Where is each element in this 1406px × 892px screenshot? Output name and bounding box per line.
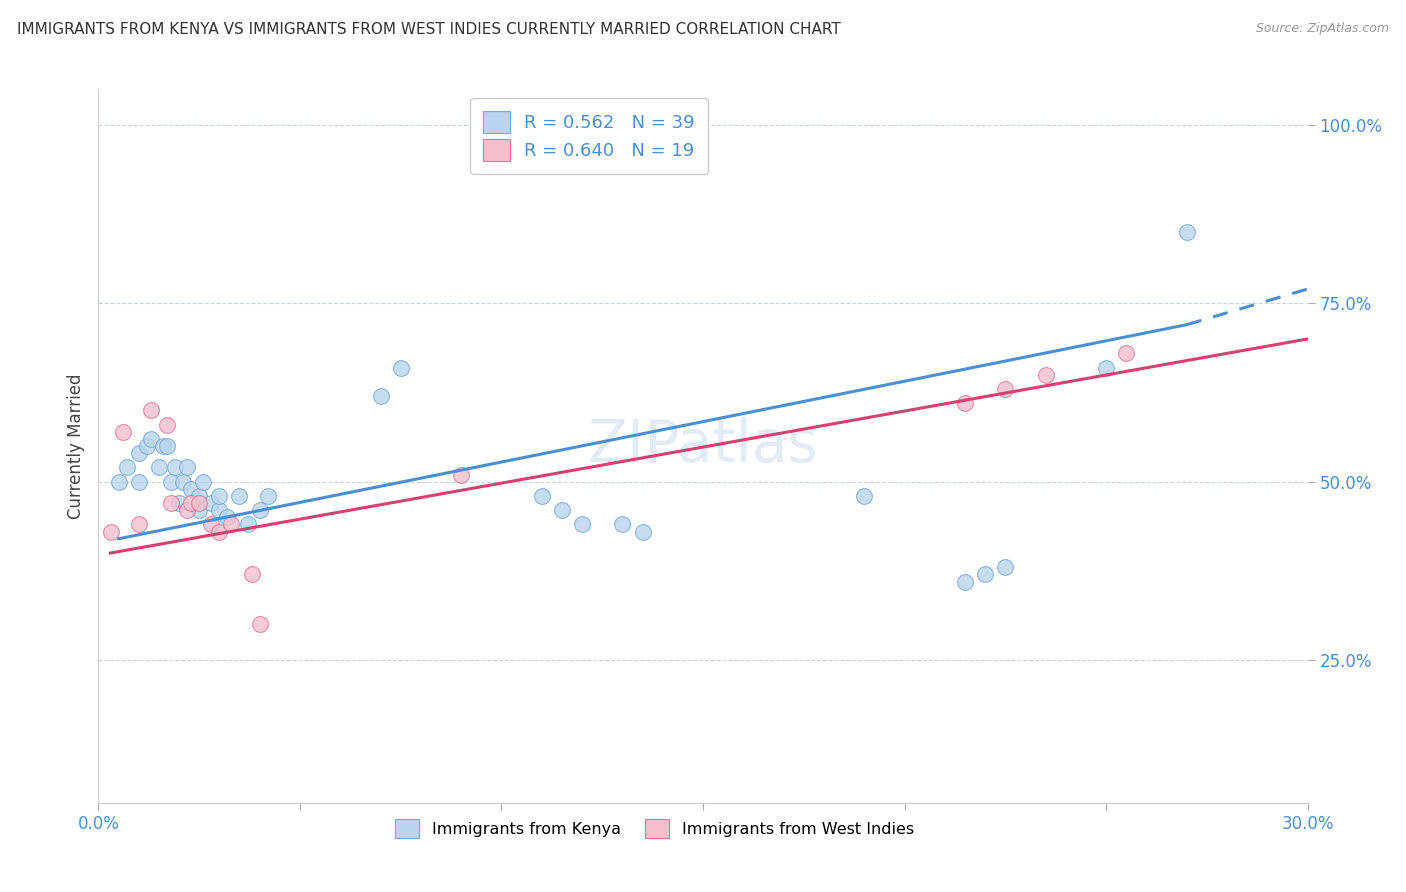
Point bbox=[1175, 225, 1198, 239]
Point bbox=[193, 475, 215, 489]
Point bbox=[1035, 368, 1057, 382]
Point bbox=[172, 475, 194, 489]
Text: Source: ZipAtlas.com: Source: ZipAtlas.com bbox=[1256, 22, 1389, 36]
Point bbox=[188, 496, 211, 510]
Point bbox=[953, 396, 976, 410]
Point bbox=[389, 360, 412, 375]
Point bbox=[236, 517, 259, 532]
Point bbox=[176, 460, 198, 475]
Text: IMMIGRANTS FROM KENYA VS IMMIGRANTS FROM WEST INDIES CURRENTLY MARRIED CORRELATI: IMMIGRANTS FROM KENYA VS IMMIGRANTS FROM… bbox=[17, 22, 841, 37]
Point bbox=[370, 389, 392, 403]
Point bbox=[249, 503, 271, 517]
Point bbox=[163, 460, 186, 475]
Point bbox=[176, 503, 198, 517]
Point bbox=[152, 439, 174, 453]
Point bbox=[156, 417, 179, 432]
Point bbox=[530, 489, 553, 503]
Point bbox=[1095, 360, 1118, 375]
Point bbox=[139, 403, 162, 417]
Point bbox=[160, 496, 183, 510]
Point bbox=[953, 574, 976, 589]
Point bbox=[249, 617, 271, 632]
Point bbox=[200, 496, 222, 510]
Text: ZIPatlas: ZIPatlas bbox=[588, 417, 818, 475]
Point bbox=[135, 439, 157, 453]
Point bbox=[107, 475, 129, 489]
Y-axis label: Currently Married: Currently Married bbox=[66, 373, 84, 519]
Point bbox=[200, 517, 222, 532]
Point bbox=[160, 475, 183, 489]
Point bbox=[148, 460, 170, 475]
Point bbox=[156, 439, 179, 453]
Point bbox=[128, 475, 150, 489]
Point bbox=[180, 496, 202, 510]
Point bbox=[994, 560, 1017, 574]
Point bbox=[631, 524, 654, 539]
Point bbox=[221, 517, 243, 532]
Point bbox=[1115, 346, 1137, 360]
Point bbox=[188, 503, 211, 517]
Point bbox=[571, 517, 593, 532]
Point bbox=[217, 510, 239, 524]
Point bbox=[128, 446, 150, 460]
Point bbox=[994, 382, 1017, 396]
Point bbox=[208, 489, 231, 503]
Point bbox=[228, 489, 250, 503]
Point bbox=[208, 503, 231, 517]
Point bbox=[853, 489, 876, 503]
Point bbox=[167, 496, 190, 510]
Point bbox=[115, 460, 138, 475]
Legend: Immigrants from Kenya, Immigrants from West Indies: Immigrants from Kenya, Immigrants from W… bbox=[389, 813, 921, 845]
Point bbox=[128, 517, 150, 532]
Point bbox=[612, 517, 634, 532]
Point bbox=[240, 567, 263, 582]
Point bbox=[450, 467, 472, 482]
Point bbox=[100, 524, 122, 539]
Point bbox=[551, 503, 574, 517]
Point bbox=[188, 489, 211, 503]
Point bbox=[974, 567, 997, 582]
Point bbox=[208, 524, 231, 539]
Point bbox=[180, 482, 202, 496]
Point bbox=[111, 425, 134, 439]
Point bbox=[139, 432, 162, 446]
Point bbox=[256, 489, 278, 503]
